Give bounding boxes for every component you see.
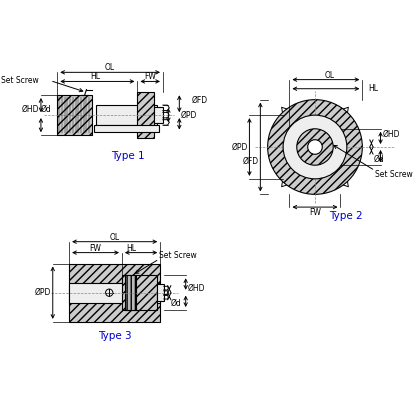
Text: ØPD: ØPD <box>35 288 51 297</box>
Circle shape <box>283 115 347 179</box>
Bar <box>137 92 154 138</box>
Bar <box>156 285 164 301</box>
Text: ØPD: ØPD <box>231 143 248 151</box>
Bar <box>154 107 163 123</box>
Bar <box>94 125 159 132</box>
Text: Type 3: Type 3 <box>98 332 131 342</box>
Text: Set Screw: Set Screw <box>159 251 197 260</box>
Text: Type 1: Type 1 <box>111 151 145 161</box>
Text: ØFD: ØFD <box>243 157 258 166</box>
Text: Ød: Ød <box>41 105 52 114</box>
Text: FW: FW <box>89 243 102 253</box>
Text: Set Screw: Set Screw <box>375 170 413 179</box>
Text: OL: OL <box>324 71 334 79</box>
Text: OL: OL <box>109 233 120 242</box>
Text: HL: HL <box>126 243 136 253</box>
Text: Ød: Ød <box>373 155 384 164</box>
Circle shape <box>297 129 333 165</box>
Text: Type 2: Type 2 <box>329 211 363 221</box>
Text: OL: OL <box>105 63 115 72</box>
Bar <box>57 95 92 135</box>
Circle shape <box>308 140 322 154</box>
Bar <box>69 264 160 322</box>
Bar <box>122 275 156 310</box>
Text: HL: HL <box>91 72 101 82</box>
Text: HL: HL <box>368 84 378 93</box>
Text: ØHD: ØHD <box>22 105 39 114</box>
Text: FW: FW <box>144 72 156 82</box>
Text: Ød: Ød <box>171 299 182 308</box>
Text: ØPD: ØPD <box>181 111 198 120</box>
Text: ØFD: ØFD <box>192 96 208 105</box>
Text: FW: FW <box>309 208 321 217</box>
Text: ØHD: ØHD <box>188 284 205 292</box>
Text: Set Screw: Set Screw <box>1 76 39 85</box>
Bar <box>125 275 136 310</box>
Text: ØHD: ØHD <box>382 130 400 139</box>
Bar <box>96 105 158 125</box>
Bar <box>69 282 160 303</box>
Circle shape <box>267 100 362 194</box>
